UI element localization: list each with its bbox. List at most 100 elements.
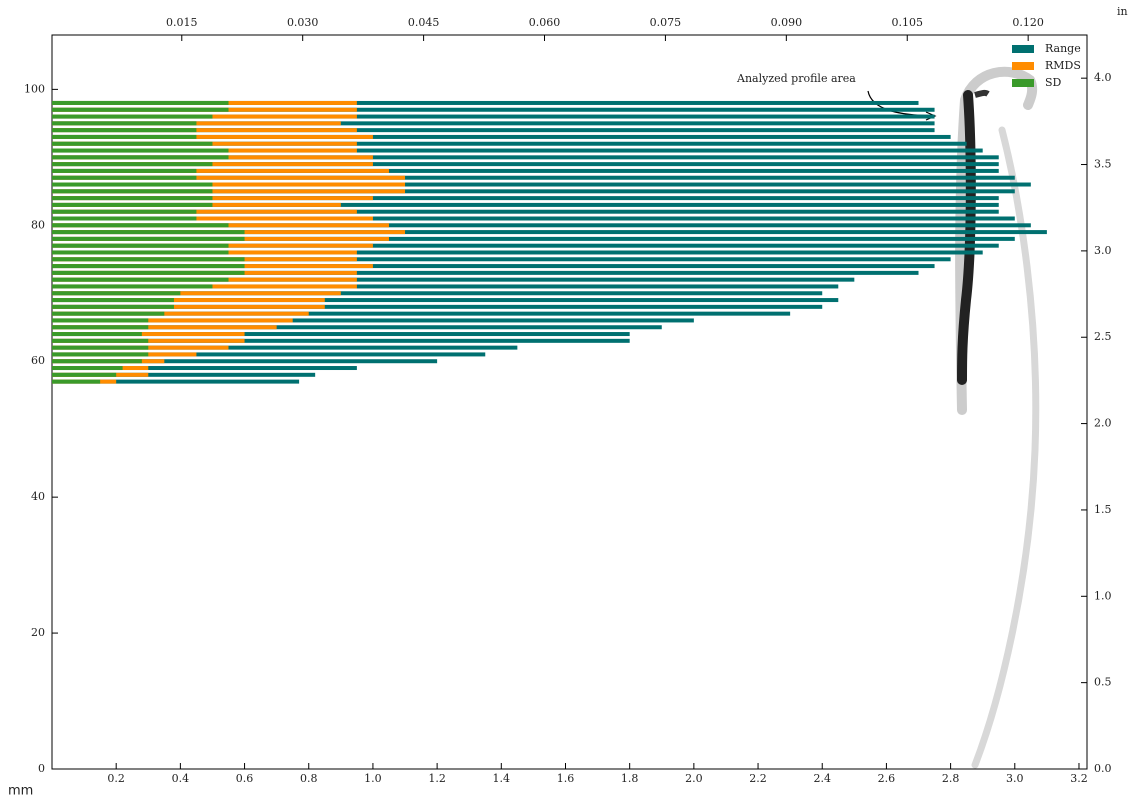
bar [52, 230, 1047, 235]
bar [52, 379, 300, 384]
x2-tick-label: 0.015 [166, 16, 198, 29]
y2-axis-label: in [1117, 5, 1128, 18]
bar [52, 352, 149, 357]
y2-tick-label: 1.5 [1094, 503, 1112, 516]
bar [52, 162, 999, 167]
bar [52, 175, 197, 180]
y2-tick-label: 2.0 [1094, 417, 1112, 430]
bar [52, 284, 213, 289]
bar [52, 311, 165, 316]
bar [52, 168, 389, 173]
bar [52, 332, 142, 337]
y2-tick-label: 4.0 [1094, 71, 1112, 84]
bar [52, 114, 213, 119]
bar [52, 128, 357, 133]
bar [52, 366, 123, 371]
bar [52, 372, 316, 377]
bar [52, 134, 373, 139]
annotation-arrowhead [925, 111, 937, 121]
bar [52, 209, 197, 214]
y-tick-label: 100 [24, 82, 45, 95]
bar [52, 345, 149, 350]
legend-label: Range [1045, 42, 1081, 55]
y2-tick-label: 2.5 [1094, 330, 1112, 343]
x-tick-label: 0.4 [172, 772, 190, 785]
bar [52, 270, 245, 275]
bar [52, 311, 309, 316]
x2-tick-label: 0.075 [650, 16, 682, 29]
legend-label: RMDS [1045, 59, 1081, 72]
bar [52, 318, 694, 323]
bar [52, 196, 999, 201]
bar [52, 291, 823, 296]
bar [52, 182, 213, 187]
bar [52, 202, 213, 207]
bar [52, 168, 197, 173]
x-tick-label: 2.0 [685, 772, 703, 785]
legend-swatch [1012, 45, 1034, 53]
bar [52, 121, 197, 126]
y2-tick-label: 0.5 [1094, 676, 1112, 689]
x-tick-label: 0.6 [236, 772, 254, 785]
bar [52, 338, 149, 343]
x-tick-label: 3.0 [1006, 772, 1024, 785]
bar [52, 291, 181, 296]
bar [52, 189, 406, 194]
bar [52, 168, 999, 173]
bar [52, 230, 245, 235]
bar [52, 298, 839, 303]
x2-tick-label: 0.045 [408, 16, 440, 29]
bar [52, 352, 486, 357]
x-tick-label: 0.2 [107, 772, 125, 785]
bar [52, 100, 229, 105]
scan-outline [971, 126, 1040, 769]
x2-tick-label: 0.120 [1012, 16, 1044, 29]
x2-tick-label: 0.030 [287, 16, 319, 29]
bar [52, 250, 983, 255]
y-tick-label: 60 [31, 354, 45, 367]
x2-tick-label: 0.105 [891, 16, 923, 29]
legend-label: SD [1045, 76, 1062, 89]
bar [52, 182, 406, 187]
bar [52, 134, 197, 139]
bar [52, 107, 229, 112]
bar [52, 128, 197, 133]
y2-tick-label: 3.0 [1094, 244, 1112, 257]
bar [52, 366, 357, 371]
bar [52, 216, 197, 221]
bar [52, 134, 951, 139]
bar [52, 277, 855, 282]
bar [52, 216, 373, 221]
x-axis-label: mm [8, 784, 33, 799]
bar [52, 209, 999, 214]
bar [52, 318, 293, 323]
bar [52, 270, 919, 275]
bar [52, 100, 919, 105]
bar [52, 141, 213, 146]
bar [52, 148, 229, 153]
y-tick-label: 40 [31, 490, 45, 503]
legend-swatch [1012, 79, 1034, 87]
x2-tick-label: 0.060 [529, 16, 561, 29]
bar [52, 128, 935, 133]
bar [52, 107, 935, 112]
x-tick-label: 2.6 [878, 772, 896, 785]
bar [52, 277, 229, 282]
y-tick-label: 20 [31, 626, 45, 639]
bar [52, 359, 142, 364]
bar [52, 257, 245, 262]
bar [52, 304, 174, 309]
bar [52, 216, 1015, 221]
bar [52, 175, 406, 180]
bar [52, 264, 935, 269]
y2-tick-label: 0.0 [1094, 762, 1112, 775]
bar [52, 223, 229, 228]
scan-image [955, 66, 1040, 769]
bar [52, 189, 1015, 194]
bar [52, 202, 999, 207]
x-tick-label: 2.2 [749, 772, 767, 785]
bar [52, 236, 1015, 241]
bar [52, 325, 277, 330]
